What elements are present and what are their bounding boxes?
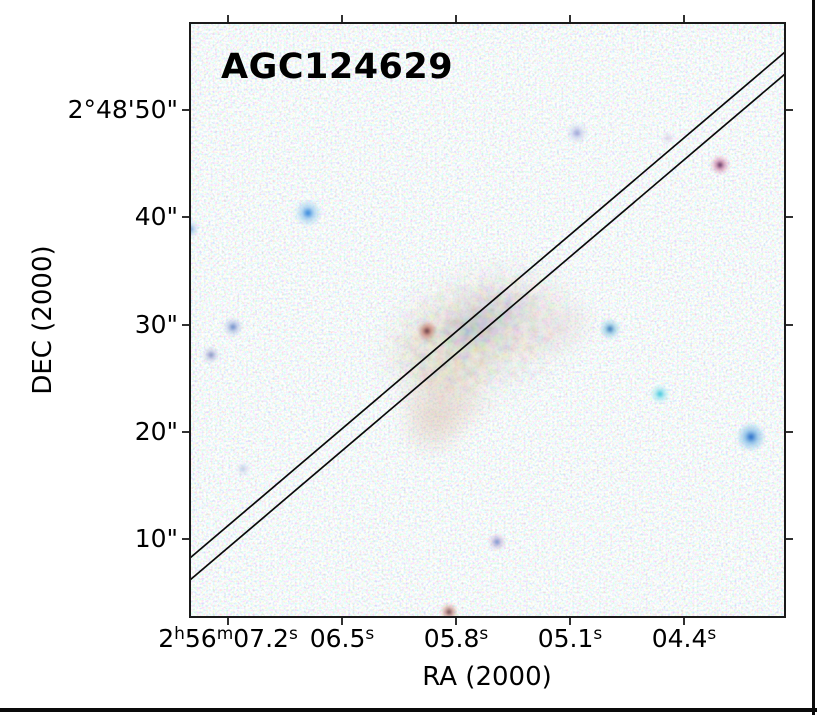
tick-label-superscript: m [216,624,234,644]
tick-label-text: 2 [158,624,175,653]
slit-line [190,51,785,559]
star-source [661,131,675,145]
tick-label-text: 05.1 [537,624,594,653]
tick-label-superscript: s [707,624,717,644]
tick-label-text: 07.2 [233,624,289,653]
y-tick-label: 2°48'50" [67,95,178,124]
star-source [599,318,621,340]
x-tick-label: 06.5s [310,622,375,651]
frame-border-right [812,0,815,715]
tick-label-text: 56 [184,624,217,653]
x-tick-label: 04.4s [652,622,717,651]
galaxy-mottle-texture [360,250,605,425]
plot-frame-and-ticks [182,15,793,625]
frame-border-bottom [0,708,817,712]
star-source [235,461,251,477]
star-source [202,346,220,364]
star-source [710,155,730,175]
star-source [566,122,588,144]
star-source [223,317,243,337]
x-tick-label: 2h56m07.2s [158,622,298,651]
tick-label-text: 05.8 [423,624,480,653]
tick-label-text: 04.4 [651,624,708,653]
star-source [488,533,506,551]
spectrograph-slit-lines [190,51,785,581]
slit-line [190,73,785,581]
x-axis-label: RA (2000) [422,662,552,692]
y-tick-label: 20" [134,417,178,446]
star-source [736,422,766,452]
y-axis-label: DEC (2000) [28,245,58,395]
tick-label-text: 06.5 [309,624,366,653]
tick-label-superscript: s [365,624,375,644]
tick-label-superscript: h [174,624,185,644]
star-source [440,603,458,617]
plot-border [189,22,786,618]
tick-label-superscript: s [479,624,489,644]
tick-label-superscript: s [593,624,603,644]
tick-label-superscript: s [288,624,298,644]
star-source [190,220,199,238]
star-source [417,321,437,341]
y-tick-label: 30" [134,310,178,339]
star-source [294,199,322,227]
y-tick-label: 40" [134,202,178,231]
y-tick-label: 10" [134,524,178,553]
star-source [650,384,670,404]
x-tick-label: 05.8s [424,622,489,651]
stars-layer [190,122,766,617]
x-tick-label: 05.1s [538,622,603,651]
plot-title: AGC124629 [221,47,454,87]
